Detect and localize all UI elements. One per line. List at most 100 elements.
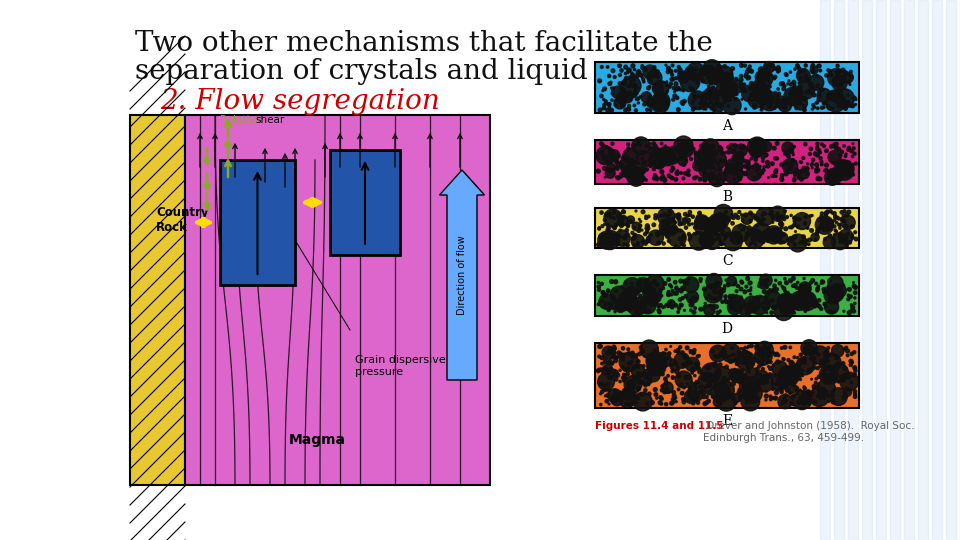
- Point: [632, 349, 647, 358]
- Point: [817, 284, 832, 293]
- Point: [666, 392, 682, 400]
- Point: [794, 97, 809, 105]
- Point: [821, 224, 836, 232]
- Point: [788, 300, 804, 308]
- Point: [778, 274, 793, 283]
- Point: [779, 70, 794, 78]
- Point: [647, 63, 662, 72]
- Point: [625, 228, 640, 237]
- Point: [601, 400, 616, 408]
- Point: [793, 68, 808, 77]
- Point: [693, 277, 708, 286]
- Point: [828, 283, 843, 292]
- Point: [708, 295, 723, 303]
- Point: [687, 383, 703, 391]
- Polygon shape: [904, 0, 914, 540]
- Point: [830, 160, 846, 169]
- Point: [800, 224, 815, 232]
- Point: [816, 103, 831, 112]
- Point: [678, 210, 693, 219]
- Point: [841, 159, 856, 167]
- Point: [646, 371, 661, 380]
- Point: [604, 299, 619, 308]
- Text: Magma: Magma: [289, 433, 346, 447]
- Point: [843, 68, 858, 76]
- Point: [829, 163, 845, 172]
- Text: Drever and Johnston (1958).  Royal Soc.
Edinburgh Trans., 63, 459-499.: Drever and Johnston (1958). Royal Soc. E…: [703, 421, 915, 443]
- Point: [694, 305, 709, 313]
- Point: [680, 279, 695, 288]
- Point: [758, 375, 774, 384]
- Point: [656, 384, 671, 393]
- Point: [840, 230, 855, 239]
- Point: [716, 375, 732, 383]
- Point: [676, 153, 691, 162]
- Point: [755, 357, 770, 366]
- Point: [844, 292, 859, 300]
- Point: [660, 290, 676, 299]
- Point: [844, 358, 859, 367]
- Point: [698, 227, 713, 236]
- Point: [764, 229, 780, 238]
- Point: [825, 209, 840, 218]
- Point: [821, 362, 836, 370]
- Point: [829, 93, 845, 102]
- Point: [824, 166, 839, 175]
- Point: [828, 139, 843, 148]
- Point: [670, 308, 685, 316]
- Point: [773, 374, 788, 382]
- Point: [671, 364, 686, 373]
- Point: [682, 211, 697, 219]
- Point: [815, 214, 830, 222]
- Point: [766, 64, 781, 72]
- Point: [824, 142, 839, 151]
- Point: [822, 374, 837, 382]
- Point: [689, 378, 705, 387]
- Point: [622, 89, 637, 97]
- Point: [600, 359, 615, 367]
- Point: [786, 83, 802, 92]
- Point: [761, 97, 777, 105]
- Point: [684, 85, 700, 93]
- Point: [713, 287, 729, 296]
- Point: [659, 212, 674, 221]
- Point: [746, 377, 761, 386]
- Point: [797, 284, 812, 292]
- Point: [804, 354, 819, 362]
- Point: [718, 227, 733, 236]
- Point: [602, 373, 617, 381]
- Point: [653, 393, 668, 402]
- Point: [797, 286, 812, 294]
- Point: [710, 384, 726, 393]
- Point: [629, 89, 644, 98]
- Point: [732, 297, 748, 306]
- Point: [613, 221, 629, 230]
- Point: [721, 148, 736, 157]
- Point: [650, 231, 665, 239]
- Point: [636, 100, 652, 109]
- Point: [778, 166, 793, 175]
- Point: [832, 83, 848, 91]
- Point: [785, 92, 801, 100]
- Point: [709, 368, 725, 377]
- Point: [659, 378, 674, 387]
- Point: [598, 299, 613, 308]
- Point: [652, 159, 667, 167]
- Point: [847, 363, 862, 372]
- Point: [756, 303, 771, 312]
- Point: [684, 306, 699, 315]
- Point: [798, 61, 813, 70]
- Point: [734, 278, 750, 287]
- Point: [724, 68, 739, 76]
- Point: [680, 170, 695, 179]
- Point: [780, 166, 795, 175]
- Point: [817, 354, 832, 362]
- Point: [740, 386, 756, 394]
- Point: [632, 303, 647, 312]
- Point: [712, 307, 728, 315]
- Point: [825, 291, 840, 300]
- Point: [843, 361, 858, 369]
- Point: [791, 300, 806, 309]
- Point: [732, 386, 747, 394]
- Point: [654, 400, 669, 408]
